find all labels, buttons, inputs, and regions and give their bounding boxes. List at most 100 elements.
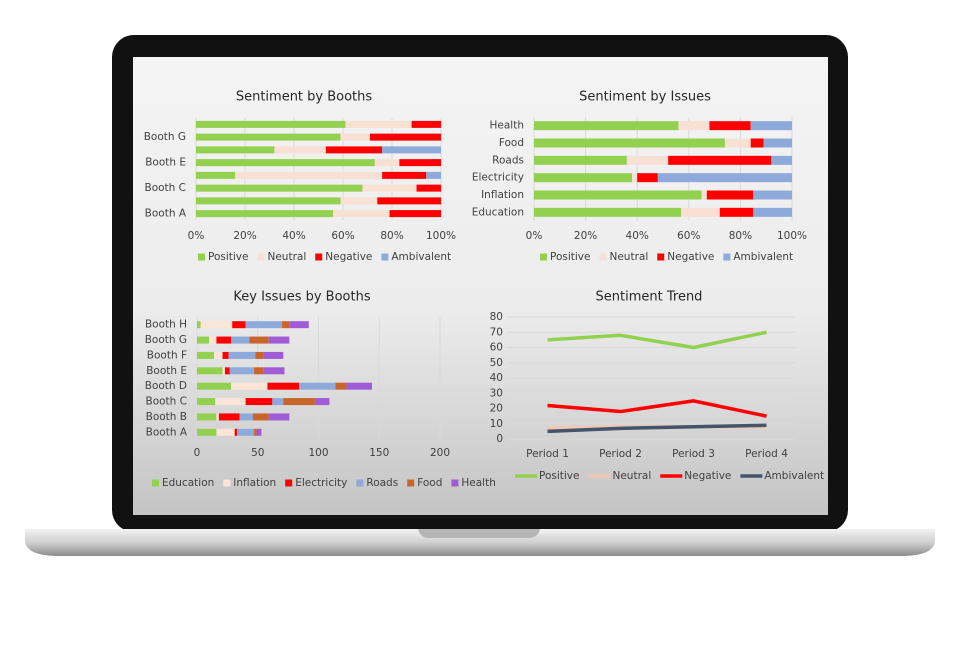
bar-segment [254, 367, 264, 375]
bar-segment [681, 207, 720, 217]
bar-segment [534, 207, 682, 217]
x-tick-label: 20% [574, 230, 597, 242]
x-tick-label: 80% [729, 230, 752, 242]
y-tick-label: 10 [490, 418, 503, 430]
bar-segment [678, 121, 710, 131]
bar-segment [268, 413, 290, 421]
y-tick-label: 0 [496, 433, 503, 445]
bar-segment [771, 155, 792, 165]
legend-label: Neutral [267, 251, 306, 263]
bar-segment [196, 210, 334, 218]
bar-segment [701, 190, 707, 200]
bar-segment [214, 351, 223, 359]
legend-label: Positive [550, 251, 590, 263]
x-tick-label: 50 [251, 447, 264, 459]
legend-swatch [381, 253, 389, 261]
bar-segment [216, 428, 235, 436]
y-tick-label: Roads [492, 154, 524, 166]
bar-segment [197, 398, 216, 406]
x-tick-label: Period 3 [672, 448, 715, 460]
bar-segment [196, 171, 236, 179]
legend-swatch [257, 253, 265, 261]
bar-segment [197, 321, 201, 329]
y-tick-label: Booth C [146, 396, 188, 408]
base-notch [418, 529, 540, 538]
legend-label: Ambivalent [733, 251, 793, 263]
bar-segment [637, 173, 658, 183]
y-tick-label: Booth A [146, 426, 188, 438]
bar-segment [228, 351, 256, 359]
legend-label: Neutral [609, 251, 648, 263]
bar-segment [229, 367, 255, 375]
bar-segment [197, 336, 210, 344]
bar-segment [382, 146, 441, 154]
x-tick-label: 80% [380, 230, 403, 242]
bar-segment [411, 120, 441, 128]
bar-segment [289, 321, 309, 329]
x-tick-label: 60% [677, 230, 700, 242]
bar-segment [196, 133, 341, 141]
bar-segment [234, 428, 238, 436]
legend-label: Health [461, 477, 495, 489]
legend-swatch [407, 479, 415, 487]
bar-segment [534, 121, 679, 131]
bar-segment [231, 382, 268, 390]
line-series [547, 399, 767, 418]
bar-segment [426, 171, 441, 179]
bar-segment [534, 190, 702, 200]
legend-swatch [198, 253, 205, 261]
legend-swatch [223, 479, 231, 487]
bar-segment [719, 207, 754, 217]
bar-segment [200, 321, 233, 329]
x-tick-label: 200 [430, 447, 450, 459]
legend-label: Negative [684, 470, 731, 482]
bar-segment [750, 121, 792, 131]
x-tick-label: 40% [626, 230, 649, 242]
bar-segment [222, 351, 229, 359]
bar-segment [235, 171, 383, 179]
bar-segment [534, 138, 725, 148]
bar-segment [222, 367, 225, 375]
bar-segment [325, 146, 383, 154]
bar-segment [231, 336, 250, 344]
bar-segment [362, 184, 417, 192]
x-tick-label: 150 [369, 447, 389, 459]
bar-segment [196, 120, 346, 128]
legend-label: Food [417, 477, 442, 489]
chart-title: Sentiment by Booths [236, 90, 373, 105]
y-tick-label: Booth B [146, 411, 187, 423]
legend-swatch [723, 253, 731, 261]
y-tick-label: 20 [490, 403, 503, 415]
x-tick-label: 40% [282, 230, 305, 242]
y-tick-label: Booth G [144, 131, 186, 143]
x-tick-label: 0% [188, 230, 205, 242]
bar-segment [724, 138, 751, 148]
bar-segment [335, 382, 347, 390]
legend-label: Ambivalent [391, 251, 451, 263]
bar-segment [340, 133, 370, 141]
bar-segment [215, 398, 246, 406]
legend-label: Positive [539, 470, 579, 482]
y-tick-label: Booth H [145, 319, 187, 331]
bar-segment [232, 321, 246, 329]
bar-segment [197, 428, 217, 436]
legend-label: Roads [366, 477, 398, 489]
legend-swatch [285, 479, 293, 487]
bar-segment [626, 155, 669, 165]
bar-segment [389, 210, 441, 218]
bar-segment [197, 351, 215, 359]
bar-segment [218, 413, 240, 421]
bar-segment [753, 190, 792, 200]
chart-title: Key Issues by Booths [233, 290, 370, 305]
x-tick-label: 100 [308, 447, 328, 459]
bar-segment [245, 398, 273, 406]
legend-label: Positive [208, 251, 248, 263]
legend-swatch [657, 253, 665, 261]
y-tick-label: Education [472, 206, 524, 218]
y-tick-label: 80 [490, 311, 503, 323]
bar-segment [245, 321, 283, 329]
y-tick-label: 70 [490, 326, 503, 338]
bar-segment [263, 351, 284, 359]
legend-swatch [451, 479, 459, 487]
